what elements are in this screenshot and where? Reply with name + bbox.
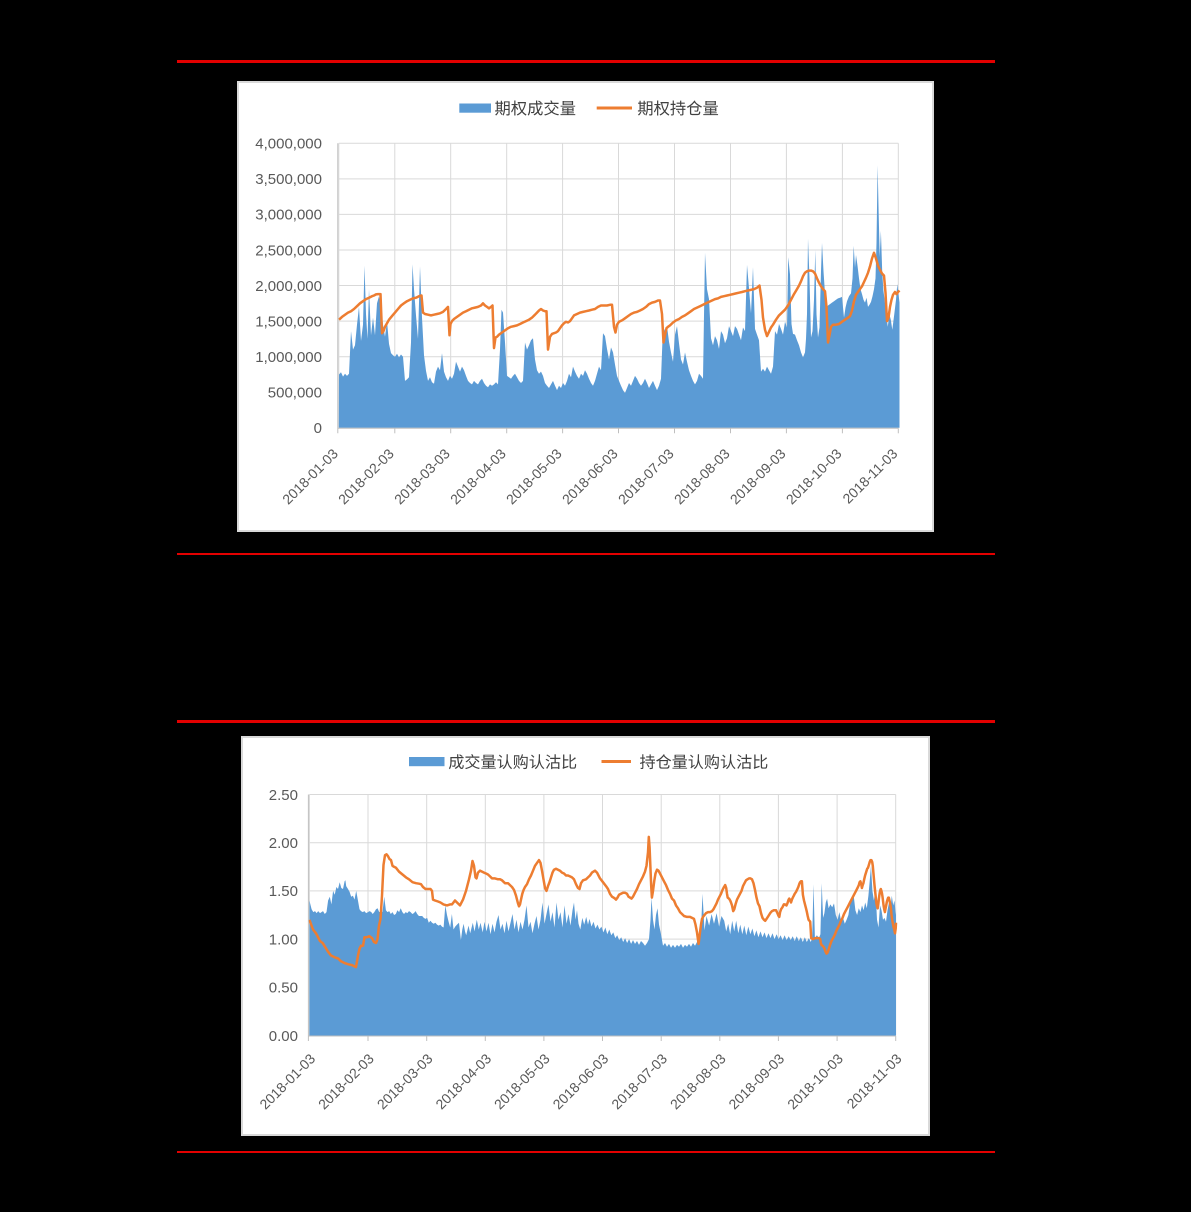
svg-text:0: 0: [314, 420, 322, 437]
svg-text:3,000,000: 3,000,000: [255, 207, 322, 224]
svg-text:1.00: 1.00: [269, 931, 298, 948]
svg-text:2,500,000: 2,500,000: [255, 242, 322, 259]
svg-text:1,000,000: 1,000,000: [255, 349, 322, 366]
svg-text:0.00: 0.00: [269, 1028, 298, 1045]
svg-text:2.50: 2.50: [269, 787, 298, 804]
svg-text:1.50: 1.50: [269, 883, 298, 900]
svg-text:500,000: 500,000: [268, 385, 322, 402]
svg-text:2,000,000: 2,000,000: [255, 278, 322, 295]
svg-text:1,500,000: 1,500,000: [255, 313, 322, 330]
svg-text:4,000,000: 4,000,000: [255, 136, 322, 153]
svg-text:0.50: 0.50: [269, 980, 298, 997]
svg-text:2.00: 2.00: [269, 835, 298, 852]
svg-text:3,500,000: 3,500,000: [255, 171, 322, 188]
